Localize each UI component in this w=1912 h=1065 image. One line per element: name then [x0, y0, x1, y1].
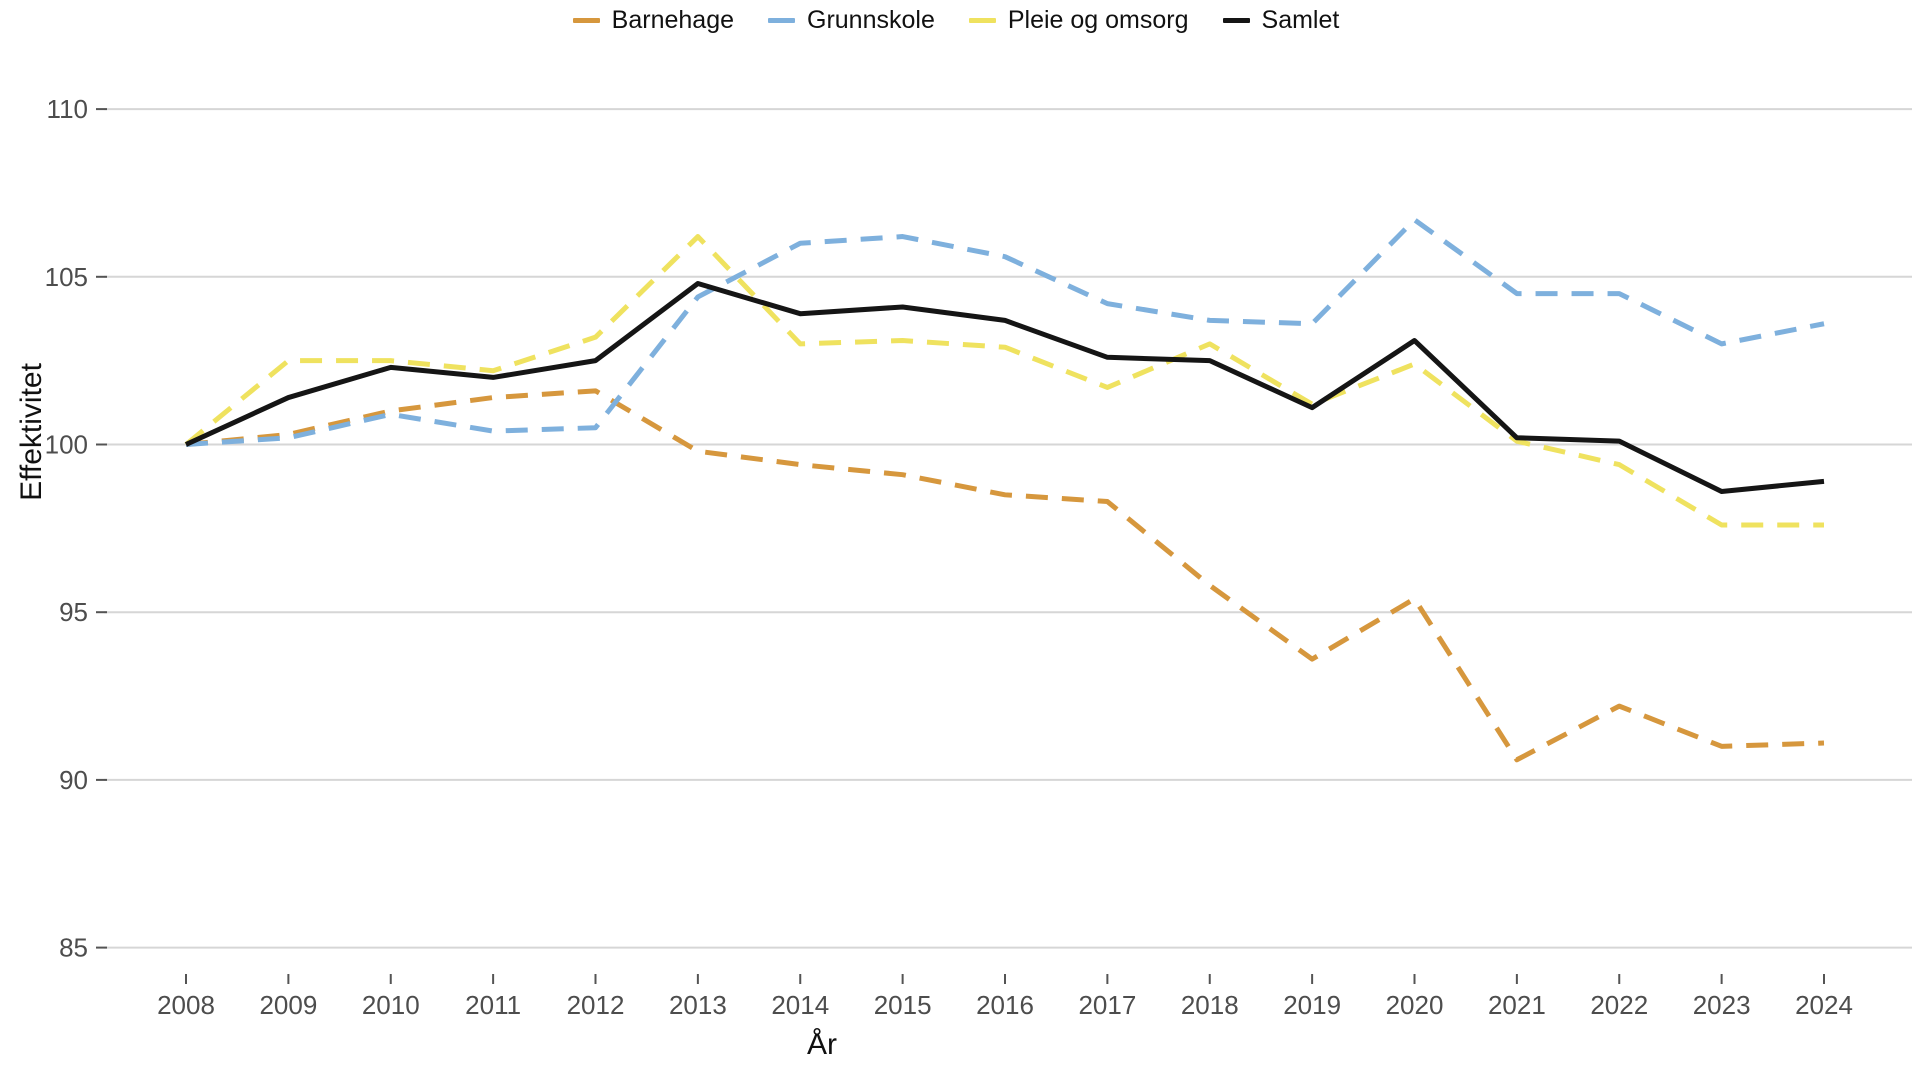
y-tick-label: 105 [45, 262, 88, 292]
y-tick-label: 100 [45, 430, 88, 460]
x-tick-label: 2014 [771, 990, 829, 1020]
x-tick-label: 2017 [1078, 990, 1136, 1020]
series-line-barnehage [185, 388, 1825, 763]
legend-label: Grunnskole [807, 6, 935, 34]
y-tick-label: 90 [59, 765, 88, 795]
legend-item-grunnskole: Grunnskole [768, 6, 935, 35]
legend-key-line [968, 18, 996, 23]
x-axis-title: År [807, 1028, 837, 1061]
legend-key-line [1222, 18, 1250, 23]
y-tick-label: 85 [59, 933, 88, 963]
x-tick-label: 2011 [465, 990, 521, 1020]
legend-item-samlet: Samlet [1222, 6, 1340, 35]
x-tick-label: 2010 [362, 990, 420, 1020]
legend-label: Barnehage [611, 6, 734, 34]
x-tick-label: 2013 [669, 990, 727, 1020]
x-tick-label: 2020 [1386, 990, 1444, 1020]
x-tick-label: 2008 [157, 990, 215, 1020]
x-tick-label: 2009 [259, 990, 317, 1020]
chart-legend: Barnehage Grunnskole Pleie og omsorg Samlet [0, 6, 1912, 35]
legend-label: Samlet [1261, 6, 1340, 34]
series-line-samlet [184, 281, 1825, 494]
series-line-grunnskole [185, 217, 1825, 447]
x-tick-label: 2016 [976, 990, 1034, 1020]
x-tick-label: 2018 [1181, 990, 1239, 1020]
x-tick-label: 2019 [1283, 990, 1341, 1020]
legend-label: Pleie og omsorg [1007, 6, 1189, 34]
legend-item-barnehage: Barnehage [572, 6, 734, 35]
legend-key-line [768, 18, 795, 23]
x-tick-label: 2015 [874, 990, 932, 1020]
x-tick-label: 2022 [1590, 990, 1648, 1020]
x-tick-label: 2024 [1795, 990, 1853, 1020]
y-tick-label: 95 [59, 597, 88, 627]
y-axis-title: Effektivitet [15, 363, 48, 501]
x-tick-label: 2021 [1488, 990, 1546, 1020]
series-line-pleie-og-omsorg [184, 234, 1824, 528]
x-tick-label: 2023 [1693, 990, 1751, 1020]
x-tick-label: 2012 [567, 990, 625, 1020]
y-tick-label: 110 [47, 94, 88, 124]
legend-item-pleie-og-omsorg: Pleie og omsorg [968, 6, 1189, 35]
legend-key-line [572, 18, 600, 23]
